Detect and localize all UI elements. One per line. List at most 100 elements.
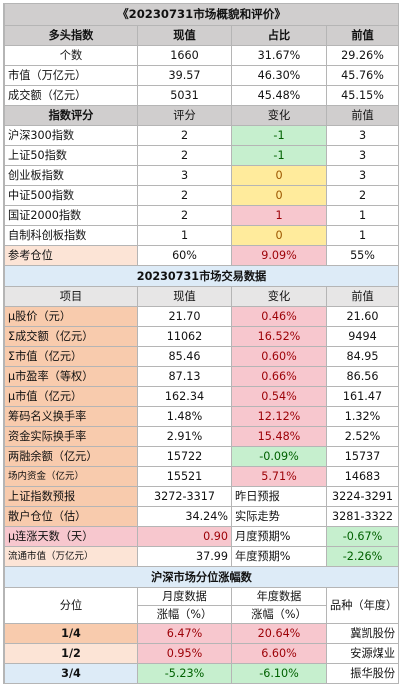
- yearly-header: 年度数据: [231, 587, 327, 606]
- yearly-rise: 6.60%: [231, 643, 327, 664]
- market-overview-sheet: 《20230731市场概貌和评价》 多头指数 现值 占比 前值 个数 1660 …: [3, 3, 400, 684]
- metric-change: 0.66%: [231, 366, 327, 387]
- quantile-header: 分位: [4, 587, 138, 624]
- quantile-label: 1/2: [4, 643, 138, 664]
- metric-current: 21.70: [137, 306, 232, 327]
- index-name: 沪深300指数: [4, 125, 138, 146]
- index-change: -1: [231, 145, 327, 166]
- cell-previous: 45.15%: [325, 85, 400, 106]
- index-previous: 3: [325, 145, 400, 166]
- metric-previous: 86.56: [325, 366, 400, 387]
- metric-current: 85.46: [137, 346, 232, 367]
- position-change: 9.09%: [231, 245, 327, 266]
- header-current: 现值: [137, 286, 232, 307]
- index-name: 国证2000指数: [4, 205, 138, 226]
- metric-label: 两融余额（亿元）: [4, 446, 138, 467]
- index-score: 2: [137, 205, 232, 226]
- quantile-label: 3/4: [4, 663, 138, 684]
- index-score: 2: [137, 145, 232, 166]
- forecast-prev-value: 3224-3291: [325, 486, 400, 507]
- monthly-header: 月度数据: [137, 587, 232, 606]
- yearly-rise: -6.10%: [231, 663, 327, 684]
- index-change: 0: [231, 225, 327, 246]
- metric-label: Σ成交额（亿元）: [4, 326, 138, 347]
- metric-change: 5.71%: [231, 466, 327, 487]
- index-name: 创业板指数: [4, 165, 138, 186]
- header-score: 评分: [137, 105, 232, 126]
- metric-previous: 9494: [325, 326, 400, 347]
- actual-trend-label: 实际走势: [231, 506, 327, 527]
- quantile-label: 1/4: [4, 623, 138, 644]
- index-score: 2: [137, 185, 232, 206]
- metric-current: 2.91%: [137, 426, 232, 447]
- yearly-expect-label: 年度预期%: [231, 546, 327, 567]
- index-name: 上证50指数: [4, 145, 138, 166]
- metric-previous: 14683: [325, 466, 400, 487]
- metric-current: 15722: [137, 446, 232, 467]
- metric-change: 16.52%: [231, 326, 327, 347]
- cell-ratio: 31.67%: [231, 45, 327, 66]
- metric-previous: 2.52%: [325, 426, 400, 447]
- metric-change: 0.60%: [231, 346, 327, 367]
- sample-stock: 冀凯股份: [325, 623, 400, 644]
- header-item: 项目: [4, 286, 138, 307]
- index-previous: 3: [325, 165, 400, 186]
- metric-current: 11062: [137, 326, 232, 347]
- actual-trend-value: 3281-3322: [325, 506, 400, 527]
- metric-label: μ市值（亿元）: [4, 386, 138, 407]
- metric-current: 87.13: [137, 366, 232, 387]
- metric-previous: 161.47: [325, 386, 400, 407]
- trading-data-title: 20230731市场交易数据: [3, 265, 400, 287]
- cell-ratio: 46.30%: [231, 65, 327, 86]
- metric-previous: 21.60: [325, 306, 400, 327]
- metric-previous: 84.95: [325, 346, 400, 367]
- index-score: 2: [137, 125, 232, 146]
- monthly-sub-header: 涨幅（%）: [137, 605, 232, 624]
- header-previous: 前值: [325, 25, 400, 46]
- monthly-rise: -5.23%: [137, 663, 232, 684]
- header-current: 现值: [137, 25, 232, 46]
- yearly-expect-value: -2.26%: [325, 546, 400, 567]
- streak-label: μ连涨天数（天）: [4, 526, 138, 547]
- header-bull-index: 多头指数: [4, 25, 138, 46]
- metric-current: 1.48%: [137, 406, 232, 427]
- metric-label: μ市盈率（等权）: [4, 366, 138, 387]
- overview-table: 《20230731市场概貌和评价》 多头指数 现值 占比 前值 个数 1660 …: [3, 3, 400, 684]
- sheet-title: 《20230731市场概貌和评价》: [3, 3, 400, 26]
- metric-current: 162.34: [137, 386, 232, 407]
- index-score: 1: [137, 225, 232, 246]
- index-name: 中证500指数: [4, 185, 138, 206]
- metric-label: 资金实际换手率: [4, 426, 138, 447]
- cell-current: 1660: [137, 45, 232, 66]
- row-label: 个数: [4, 45, 138, 66]
- metric-previous: 15737: [325, 446, 400, 467]
- quantile-title: 沪深市场分位涨幅数: [3, 566, 400, 588]
- retail-value: 34.24%: [137, 506, 232, 527]
- monthly-expect-value: -0.67%: [325, 526, 400, 547]
- position-label: 参考仓位: [4, 245, 138, 266]
- monthly-rise: 0.95%: [137, 643, 232, 664]
- index-previous: 1: [325, 225, 400, 246]
- index-change: 0: [231, 185, 327, 206]
- metric-change: 0.54%: [231, 386, 327, 407]
- cell-current: 39.57: [137, 65, 232, 86]
- index-previous: 1: [325, 205, 400, 226]
- sample-header: 品种（年度）: [325, 587, 400, 624]
- float-cap-value: 37.99: [137, 546, 232, 567]
- metric-label: μ股价（元）: [4, 306, 138, 327]
- float-cap-label: 流通市值（万亿元）: [4, 546, 138, 567]
- position-current: 60%: [137, 245, 232, 266]
- metric-change: 15.48%: [231, 426, 327, 447]
- metric-label: 筹码名义换手率: [4, 406, 138, 427]
- index-previous: 3: [325, 125, 400, 146]
- header-change: 变化: [231, 105, 327, 126]
- metric-label: Σ市值（亿元）: [4, 346, 138, 367]
- index-name: 自制科创板指数: [4, 225, 138, 246]
- metric-change: 12.12%: [231, 406, 327, 427]
- header-previous: 前值: [325, 105, 400, 126]
- sample-stock: 安源煤业: [325, 643, 400, 664]
- monthly-expect-label: 月度预期%: [231, 526, 327, 547]
- metric-change: -0.09%: [231, 446, 327, 467]
- forecast-prev-label: 昨日预报: [231, 486, 327, 507]
- metric-label: 场内资金（亿元）: [4, 466, 138, 487]
